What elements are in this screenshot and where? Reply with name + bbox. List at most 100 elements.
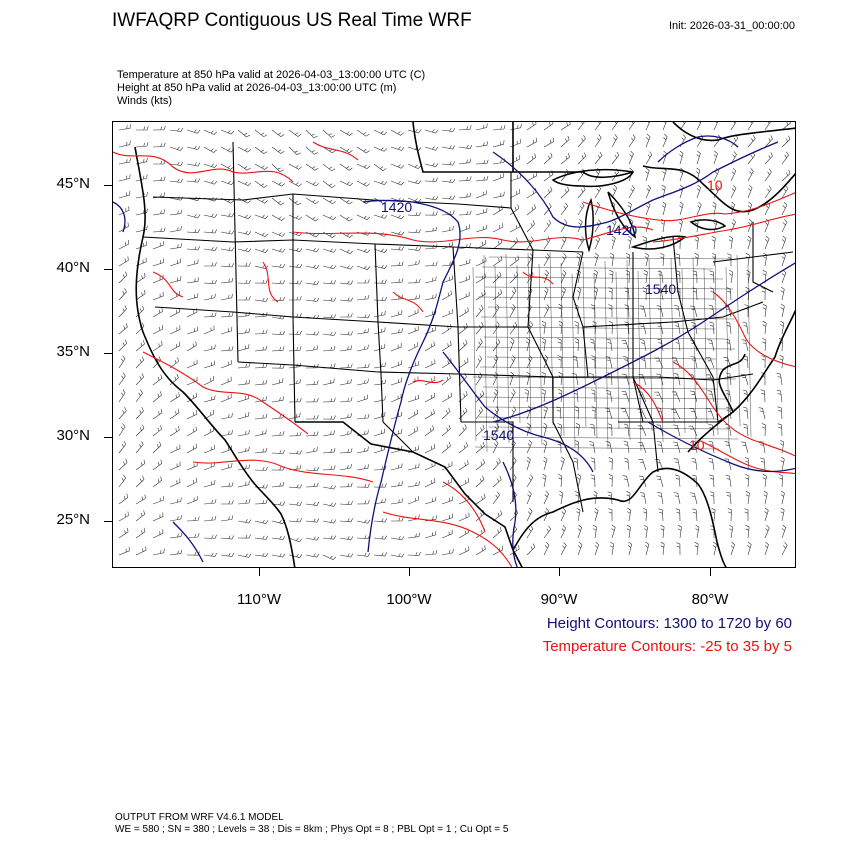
wind-barb: [627, 541, 633, 556]
wind-barb: [390, 377, 402, 386]
wind-barb: [152, 125, 166, 131]
wind-barb: [492, 173, 504, 182]
subtitle-temperature: Temperature at 850 hPa valid at 2026-04-…: [117, 69, 426, 81]
wind-barb: [288, 180, 302, 187]
wind-barb: [589, 441, 596, 454]
wind-barb: [322, 264, 337, 270]
wind-barb: [152, 241, 164, 250]
wind-barb: [135, 389, 143, 403]
wind-barb: [169, 209, 183, 216]
wind-barb: [221, 500, 234, 505]
wind-barb: [203, 480, 216, 488]
wind-barb: [204, 262, 217, 267]
wind-barb: [135, 373, 144, 386]
wind-barb: [509, 287, 517, 301]
wind-barb: [390, 553, 405, 558]
wind-barb: [713, 167, 720, 182]
wind-barb: [475, 175, 489, 182]
wind-barb: [458, 307, 469, 318]
wind-barb: [118, 206, 130, 216]
wind-barb: [441, 178, 456, 183]
wind-barb: [424, 443, 436, 454]
wind-barb: [152, 209, 165, 216]
wind-barb: [356, 378, 369, 386]
wind-barb: [118, 458, 128, 471]
wind-barb: [475, 424, 485, 437]
wind-barb: [626, 253, 631, 267]
county-line: [486, 356, 717, 360]
county-line: [516, 264, 521, 424]
wind-barb: [305, 501, 320, 506]
wind-barb: [644, 252, 649, 267]
wind-barb: [407, 278, 421, 284]
wind-barb: [237, 362, 251, 369]
wind-barb: [594, 151, 603, 165]
wind-barb: [725, 338, 732, 352]
wind-barb: [220, 230, 235, 235]
wind-barb: [288, 537, 303, 543]
wind-barb: [339, 248, 354, 255]
wind-barb: [608, 457, 613, 471]
wind-barb: [475, 493, 486, 505]
wind-barb: [594, 201, 600, 216]
wind-barb: [305, 214, 319, 222]
wind-barb: [763, 490, 768, 505]
wind-barb: [305, 536, 320, 541]
wind-barb: [390, 343, 402, 352]
wind-barb: [289, 296, 302, 301]
wind-barb: [322, 430, 335, 437]
wind-barb: [558, 389, 563, 403]
wind-barb: [390, 180, 405, 186]
wind-barb: [373, 248, 388, 253]
wind-barb: [628, 150, 634, 165]
county-line: [593, 272, 598, 439]
wind-barb: [626, 490, 631, 505]
wind-barb: [543, 439, 548, 454]
wind-barb: [118, 140, 131, 148]
wind-barb: [424, 211, 438, 216]
wind-barb: [509, 139, 521, 148]
wind-barb: [390, 278, 404, 284]
wind-barb: [662, 167, 667, 182]
wind-barb: [637, 425, 647, 437]
wind-barb: [390, 536, 405, 541]
wind-barb: [628, 134, 636, 148]
wind-barb: [118, 323, 128, 335]
wind-barb: [220, 213, 235, 218]
wind-barb: [237, 129, 251, 138]
county-line: [481, 266, 714, 270]
wind-barb: [322, 180, 336, 188]
wind-barb: [712, 252, 717, 267]
wind-barb: [458, 192, 472, 199]
wind-barb: [509, 222, 521, 233]
wind-barb: [220, 263, 234, 268]
wind-barb: [509, 155, 521, 165]
wind-barb: [271, 248, 286, 253]
height-contours: [113, 135, 795, 567]
wind-barb: [654, 391, 664, 403]
wind-barb: [525, 388, 530, 403]
wind-barb: [322, 214, 337, 220]
wind-barb: [492, 271, 502, 284]
wind-barb: [186, 461, 198, 471]
wind-barb: [407, 463, 420, 471]
wind-barb: [220, 163, 234, 170]
wind-barb: [288, 280, 303, 285]
wind-barb: [458, 528, 469, 539]
wind-barb: [356, 163, 371, 170]
lon-tick: [710, 568, 711, 576]
wind-barb: [186, 277, 199, 284]
wind-barb: [593, 524, 598, 539]
wind-barb: [186, 145, 201, 150]
wind-barb: [660, 253, 665, 267]
wind-barb: [441, 225, 454, 233]
wind-barb: [135, 157, 148, 165]
wind-barb: [645, 133, 651, 148]
wind-barb: [424, 496, 437, 505]
wind-barb: [373, 180, 388, 186]
wind-barb: [390, 498, 404, 505]
wind-barb: [674, 338, 681, 352]
wind-barb: [424, 196, 439, 201]
wind-barb: [725, 474, 732, 488]
wind-barb: [730, 151, 737, 165]
